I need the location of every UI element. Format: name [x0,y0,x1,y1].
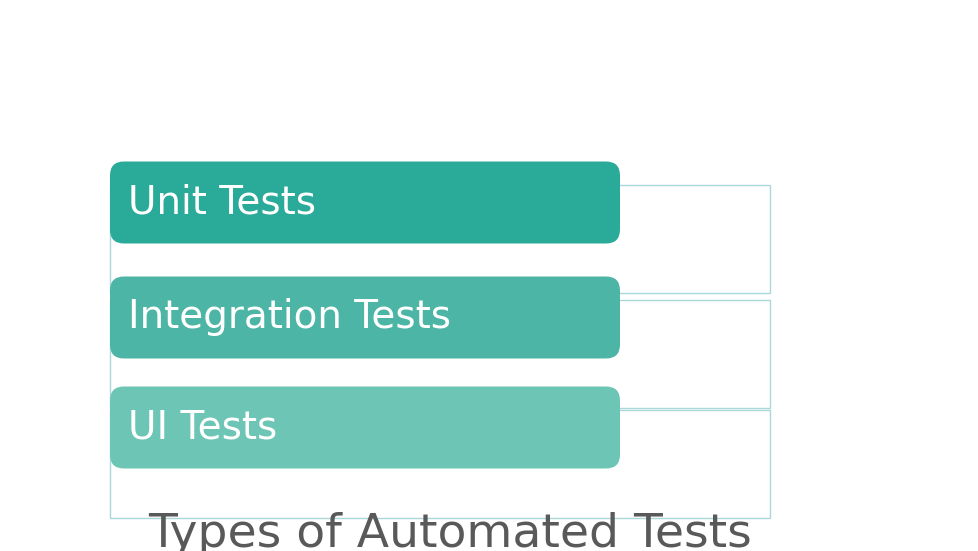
FancyBboxPatch shape [110,386,619,468]
Bar [110,300,770,408]
Text: Unit Tests: Unit Tests [128,183,316,222]
FancyBboxPatch shape [110,161,619,244]
Text: Types of Automated Tests: Types of Automated Tests [149,512,751,551]
FancyBboxPatch shape [110,277,619,359]
Text: UI Tests: UI Tests [128,408,277,446]
Text: Integration Tests: Integration Tests [128,299,451,337]
Bar [110,410,770,518]
Bar [110,185,770,293]
